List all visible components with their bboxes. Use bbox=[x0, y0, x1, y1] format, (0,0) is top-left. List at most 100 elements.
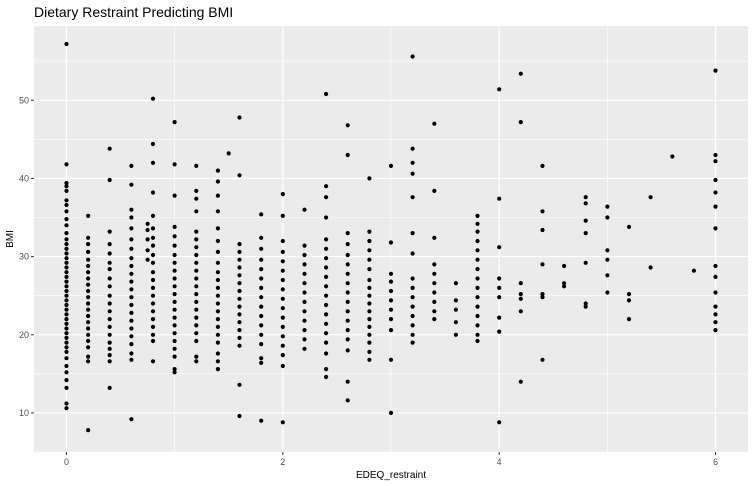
data-point bbox=[410, 54, 415, 59]
data-point bbox=[259, 257, 264, 262]
data-point bbox=[432, 271, 437, 276]
data-point bbox=[583, 260, 588, 265]
data-point bbox=[64, 246, 69, 251]
data-point bbox=[540, 262, 545, 267]
data-point bbox=[145, 248, 150, 253]
data-point bbox=[280, 363, 285, 369]
data-point bbox=[215, 249, 220, 254]
data-point bbox=[172, 292, 177, 297]
data-point bbox=[64, 260, 69, 265]
data-point bbox=[64, 378, 69, 383]
data-point bbox=[345, 252, 350, 258]
data-point bbox=[259, 295, 264, 300]
data-point bbox=[86, 307, 91, 312]
data-point bbox=[172, 162, 177, 167]
data-point bbox=[713, 159, 718, 164]
data-point bbox=[367, 248, 372, 253]
data-point bbox=[64, 349, 69, 354]
data-point bbox=[215, 301, 220, 306]
data-point bbox=[215, 277, 220, 283]
data-point bbox=[172, 331, 177, 336]
data-point bbox=[367, 257, 372, 262]
data-point bbox=[432, 121, 437, 126]
data-point bbox=[172, 346, 177, 351]
data-point bbox=[215, 317, 220, 322]
data-point bbox=[432, 235, 437, 240]
y-tick-label: 50 bbox=[19, 95, 29, 105]
data-point bbox=[129, 302, 134, 308]
x-tick-label: 6 bbox=[713, 457, 718, 467]
data-point bbox=[64, 335, 69, 340]
data-point bbox=[64, 223, 69, 228]
data-point bbox=[215, 309, 220, 314]
data-point bbox=[302, 290, 307, 295]
data-point bbox=[215, 179, 220, 184]
data-point bbox=[172, 234, 177, 239]
data-point bbox=[237, 343, 242, 348]
data-point bbox=[410, 160, 415, 165]
data-point bbox=[64, 302, 69, 308]
data-point bbox=[172, 252, 177, 258]
data-point bbox=[129, 246, 134, 251]
data-point bbox=[410, 332, 415, 337]
data-point bbox=[145, 221, 150, 226]
data-point bbox=[713, 290, 718, 295]
data-point bbox=[345, 231, 350, 236]
data-point bbox=[432, 317, 437, 322]
data-point bbox=[453, 281, 458, 286]
data-point bbox=[280, 192, 285, 197]
data-point bbox=[302, 271, 307, 276]
data-point bbox=[475, 276, 480, 281]
data-point bbox=[64, 288, 69, 294]
data-point bbox=[259, 246, 264, 251]
data-point bbox=[410, 304, 415, 309]
data-point bbox=[86, 213, 91, 218]
data-point bbox=[107, 346, 112, 351]
data-point bbox=[691, 268, 697, 273]
data-point bbox=[64, 356, 69, 361]
data-point bbox=[215, 332, 220, 337]
data-point bbox=[388, 307, 394, 312]
data-point bbox=[107, 359, 112, 364]
data-point bbox=[215, 367, 220, 372]
data-point bbox=[432, 281, 437, 286]
data-point bbox=[259, 235, 264, 240]
data-point bbox=[259, 342, 264, 347]
data-point bbox=[237, 320, 242, 325]
data-point bbox=[194, 237, 199, 242]
data-point bbox=[215, 238, 220, 244]
data-point bbox=[150, 260, 156, 265]
y-axis: 10 20 30 40 50 bbox=[19, 95, 34, 418]
data-point bbox=[215, 226, 220, 231]
y-tick-label: 20 bbox=[19, 330, 29, 340]
data-point bbox=[172, 284, 177, 289]
data-point bbox=[86, 301, 91, 306]
data-point bbox=[129, 326, 134, 331]
data-point bbox=[497, 276, 502, 281]
data-point bbox=[280, 353, 285, 358]
data-point bbox=[172, 243, 177, 248]
data-point bbox=[367, 285, 372, 290]
data-point bbox=[410, 231, 415, 236]
data-point bbox=[605, 215, 610, 220]
data-point bbox=[64, 256, 69, 261]
data-point bbox=[86, 282, 91, 287]
data-point bbox=[367, 229, 372, 234]
data-point bbox=[64, 202, 69, 208]
data-point bbox=[194, 163, 199, 168]
data-point bbox=[107, 301, 112, 306]
data-point bbox=[107, 267, 112, 272]
data-point bbox=[194, 252, 199, 258]
data-point bbox=[324, 237, 329, 242]
data-point bbox=[129, 207, 134, 212]
data-point bbox=[64, 317, 69, 322]
data-point bbox=[129, 163, 134, 168]
data-point bbox=[259, 267, 264, 272]
data-point bbox=[583, 304, 588, 309]
data-point bbox=[367, 293, 372, 298]
y-tick-label: 30 bbox=[19, 252, 29, 262]
data-point bbox=[194, 307, 199, 312]
data-point bbox=[388, 298, 394, 303]
data-point bbox=[324, 91, 329, 97]
data-point bbox=[713, 204, 718, 209]
